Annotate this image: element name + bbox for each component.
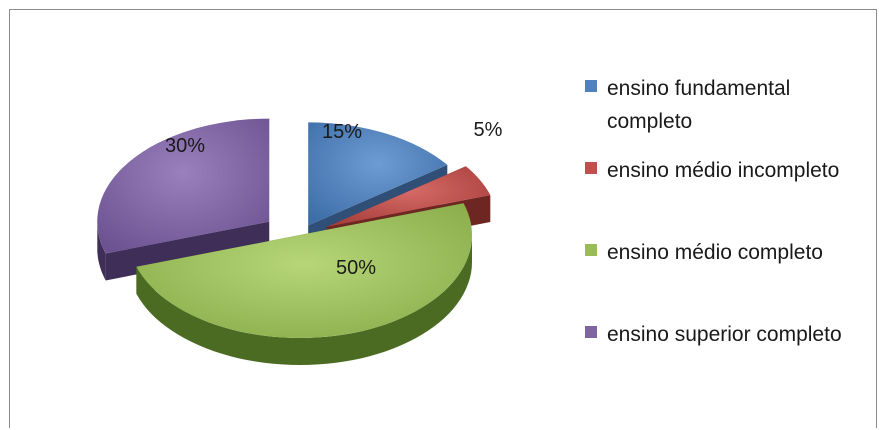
pie-slice-side-3 [97,221,106,281]
data-label-3: 30% [165,135,205,157]
pie-slice-2 [136,203,472,338]
legend-swatch-1 [585,162,597,174]
legend-label-0: ensino fundamental completo [607,77,791,133]
pie-slice-3 [97,118,270,254]
legend-swatch-0 [585,80,597,92]
legend-label-3: ensino superior completo [607,323,842,346]
chart-frame [9,9,877,428]
pie-slice-side-2 [136,235,472,365]
data-label-2: 50% [336,257,376,279]
pie-slice-1 [326,166,491,227]
pie-slice-0 [308,122,448,226]
legend-label-1: ensino médio incompleto [607,159,840,182]
data-label-1: 5% [474,119,503,141]
legend-swatch-3 [585,326,597,338]
legend-swatch-2 [585,244,597,256]
data-label-0: 15% [322,121,362,143]
legend-label-2: ensino médio completo [607,241,823,264]
